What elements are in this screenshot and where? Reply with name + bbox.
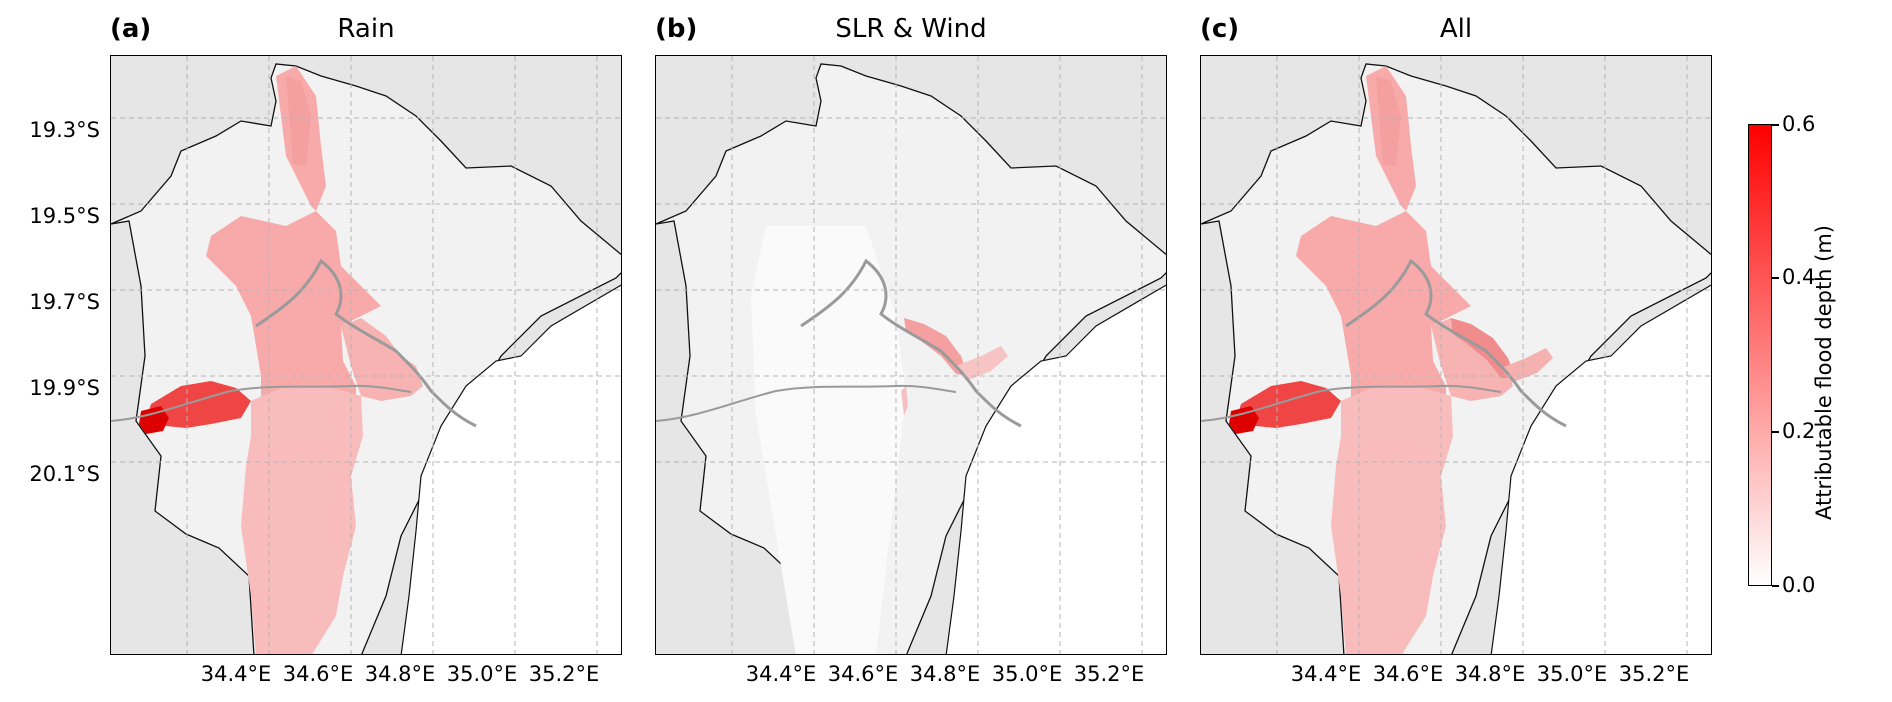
map-slr-wind bbox=[655, 55, 1167, 655]
panel-title: All bbox=[1439, 14, 1473, 44]
lon-tick: 35.2°E bbox=[1073, 662, 1145, 686]
lon-tick: 35.0°E bbox=[991, 662, 1063, 686]
panel-title: Rain bbox=[337, 14, 395, 44]
colorbar-tick: 0.6 bbox=[1782, 112, 1816, 136]
panel-all: (c) All bbox=[0, 0, 1712, 702]
lon-tick: 34.6°E bbox=[827, 662, 899, 686]
colorbar-tick-mark bbox=[1772, 585, 1779, 587]
lon-tick: 35.2°E bbox=[1618, 662, 1690, 686]
lon-tick: 34.4°E bbox=[1290, 662, 1362, 686]
panel-rain: (a) Rain bbox=[0, 0, 622, 702]
panel-title: SLR & Wind bbox=[835, 14, 987, 44]
lon-tick: 34.6°E bbox=[1372, 662, 1444, 686]
lat-tick: 19.9°S bbox=[29, 376, 100, 400]
lat-tick: 20.1°S bbox=[29, 462, 100, 486]
lon-tick: 34.6°E bbox=[282, 662, 354, 686]
panel-slr-wind: (b) SLR & Wind bbox=[0, 0, 1167, 702]
colorbar-tick-mark bbox=[1772, 431, 1779, 433]
colorbar-tick: 0.2 bbox=[1782, 419, 1816, 443]
colorbar-tick-mark bbox=[1772, 124, 1779, 126]
lat-tick: 19.3°S bbox=[29, 118, 100, 142]
floodplain bbox=[751, 226, 906, 654]
colorbar-tick: 0.0 bbox=[1782, 573, 1816, 597]
colorbar-label: Attributable flood depth (m) bbox=[1812, 224, 1836, 520]
lat-tick: 19.7°S bbox=[29, 290, 100, 314]
colorbar-tick-mark bbox=[1772, 277, 1779, 279]
map-rain bbox=[110, 55, 622, 655]
lon-tick: 34.8°E bbox=[1454, 662, 1526, 686]
panel-label: (b) bbox=[655, 14, 698, 44]
lon-tick: 35.0°E bbox=[446, 662, 518, 686]
map-all bbox=[1200, 55, 1712, 655]
colorbar-tick: 0.4 bbox=[1782, 265, 1816, 289]
lon-tick: 34.4°E bbox=[200, 662, 272, 686]
panel-label: (a) bbox=[110, 14, 152, 44]
lon-tick: 35.0°E bbox=[1536, 662, 1608, 686]
lat-tick: 19.5°S bbox=[29, 204, 100, 228]
lon-tick: 34.8°E bbox=[364, 662, 436, 686]
lon-tick: 34.4°E bbox=[745, 662, 817, 686]
lon-tick: 35.2°E bbox=[528, 662, 600, 686]
lon-tick: 34.8°E bbox=[909, 662, 981, 686]
colorbar bbox=[1748, 124, 1772, 586]
panel-label: (c) bbox=[1200, 14, 1240, 44]
